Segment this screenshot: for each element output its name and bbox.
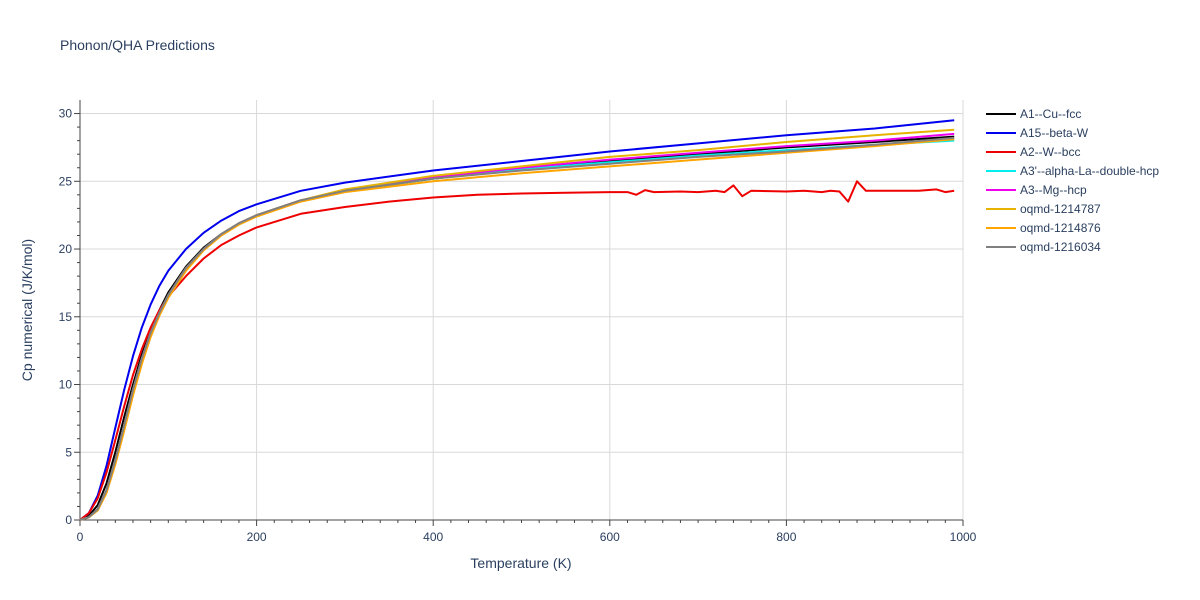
legend-label: oqmd-1216034 (1020, 240, 1101, 254)
legend-item-2[interactable]: A15--beta-W (986, 126, 1089, 140)
axes-layer (74, 100, 964, 526)
x-tick-label: 200 (247, 530, 267, 544)
legend-item-3[interactable]: A2--W--bcc (986, 145, 1080, 159)
legend-label: A3--Mg--hcp (1020, 183, 1087, 197)
grid-layer (80, 100, 964, 520)
legend-item-5[interactable]: A3--Mg--hcp (986, 183, 1087, 197)
legend-item-4[interactable]: A3'--alpha-La--double-hcp (986, 164, 1159, 178)
y-axis-title: Cp numerical (J/K/mol) (19, 239, 35, 381)
legend-label: A1--Cu--fcc (1020, 107, 1081, 121)
y-tick-label: 15 (59, 310, 73, 324)
series-line-2 (79, 119, 955, 521)
legend-label: A15--beta-W (1020, 126, 1089, 140)
legend-item-1[interactable]: A1--Cu--fcc (986, 107, 1081, 121)
x-axis-title: Temperature (K) (470, 555, 571, 571)
y-tick-label: 5 (65, 445, 72, 459)
legend-label: A2--W--bcc (1020, 145, 1080, 159)
y-tick-label: 25 (59, 174, 73, 188)
series-line-3 (79, 180, 955, 521)
legend-label: A3'--alpha-La--double-hcp (1020, 164, 1159, 178)
legend-item-6[interactable]: oqmd-1214787 (986, 202, 1101, 216)
legend-label: oqmd-1214787 (1020, 202, 1101, 216)
y-tick-label: 30 (59, 107, 73, 121)
y-tick-label: 20 (59, 242, 73, 256)
legend-item-8[interactable]: oqmd-1216034 (986, 240, 1101, 254)
y-tick-label: 10 (59, 378, 73, 392)
series-line-8 (79, 136, 955, 521)
chart-title: Phonon/QHA Predictions (60, 37, 215, 53)
ticks-layer: 0 200 400 600 800 1000 0 5 10 15 20 25 30 (59, 107, 977, 544)
legend[interactable]: A1--Cu--fcc A15--beta-W A2--W--bcc A3'--alp… (986, 107, 1159, 254)
x-tick-label: 800 (776, 530, 796, 544)
legend-label: oqmd-1214876 (1020, 221, 1101, 235)
legend-item-7[interactable]: oqmd-1214876 (986, 221, 1101, 235)
series-layer (79, 119, 955, 521)
y-tick-label: 0 (65, 513, 72, 527)
x-tick-label: 1000 (950, 530, 977, 544)
x-tick-label: 0 (77, 530, 84, 544)
x-tick-label: 400 (423, 530, 443, 544)
x-tick-label: 600 (600, 530, 620, 544)
